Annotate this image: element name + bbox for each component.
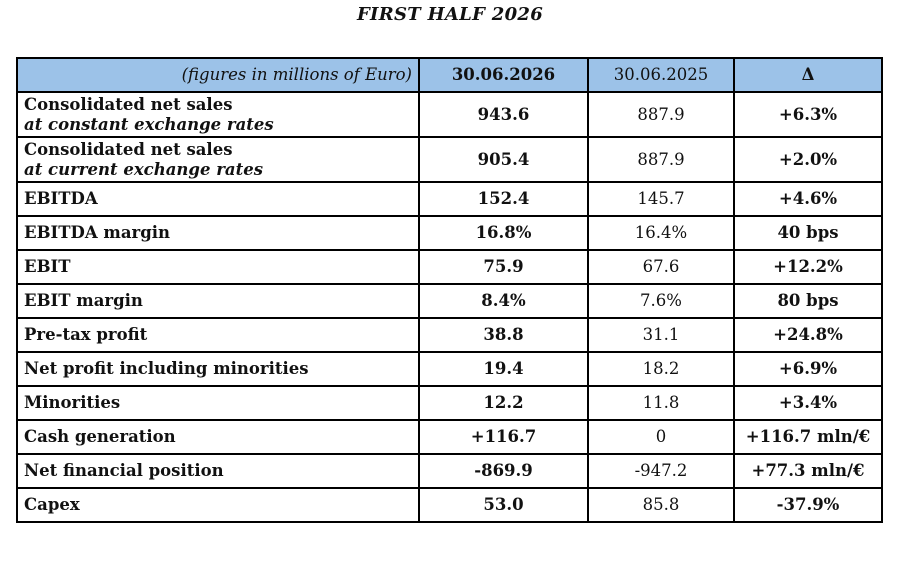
- table-row: EBITDA 152.4 145.7 +4.6%: [16, 181, 883, 217]
- delta-value: +3.4%: [733, 385, 883, 421]
- prior-value: 887.9: [587, 91, 735, 138]
- row-label: Minorities: [16, 385, 420, 421]
- current-value: 8.4%: [418, 283, 589, 319]
- row-label: Consolidated net sales at constant exchan…: [16, 91, 420, 138]
- table-row: Minorities 12.2 11.8 +3.4%: [16, 385, 883, 421]
- delta-header: Δ: [733, 57, 883, 93]
- row-label: Pre-tax profit: [16, 317, 420, 353]
- row-label: Cash generation: [16, 419, 420, 455]
- prior-value: 7.6%: [587, 283, 735, 319]
- delta-value: -37.9%: [733, 487, 883, 523]
- current-value: -869.9: [418, 453, 589, 489]
- table-row: Net profit including minorities 19.4 18.…: [16, 351, 883, 387]
- table-row: EBIT margin 8.4% 7.6% 80 bps: [16, 283, 883, 319]
- table-row: Cash generation +116.7 0 +116.7 mln/€: [16, 419, 883, 455]
- prior-period-header: 30.06.2025: [587, 57, 735, 93]
- delta-value: +12.2%: [733, 249, 883, 285]
- delta-value: +2.0%: [733, 136, 883, 183]
- delta-value: 40 bps: [733, 215, 883, 251]
- current-value: 75.9: [418, 249, 589, 285]
- delta-value: +77.3 mln/€: [733, 453, 883, 489]
- table-row: Capex 53.0 85.8 -37.9%: [16, 487, 883, 523]
- row-label: Capex: [16, 487, 420, 523]
- delta-value: +6.9%: [733, 351, 883, 387]
- current-value: +116.7: [418, 419, 589, 455]
- current-value: 12.2: [418, 385, 589, 421]
- current-value: 19.4: [418, 351, 589, 387]
- prior-value: 67.6: [587, 249, 735, 285]
- prior-value: 31.1: [587, 317, 735, 353]
- table-row: Pre-tax profit 38.8 31.1 +24.8%: [16, 317, 883, 353]
- table-row: Net financial position -869.9 -947.2 +77…: [16, 453, 883, 489]
- current-value: 16.8%: [418, 215, 589, 251]
- table-row: EBIT 75.9 67.6 +12.2%: [16, 249, 883, 285]
- unit-header: (figures in millions of Euro): [16, 57, 420, 93]
- row-label: Net profit including minorities: [16, 351, 420, 387]
- prior-value: 85.8: [587, 487, 735, 523]
- delta-value: +4.6%: [733, 181, 883, 217]
- document-title: FIRST HALF 2026: [356, 4, 544, 25]
- row-label-sub: at constant exchange rates: [24, 114, 274, 134]
- current-value: 905.4: [418, 136, 589, 183]
- row-label-main: Consolidated net sales: [24, 139, 233, 159]
- prior-value: 0: [587, 419, 735, 455]
- results-table: (figures in millions of Euro) 30.06.2026…: [16, 57, 883, 523]
- delta-value: +116.7 mln/€: [733, 419, 883, 455]
- prior-value: 16.4%: [587, 215, 735, 251]
- row-label: Net financial position: [16, 453, 420, 489]
- prior-value: -947.2: [587, 453, 735, 489]
- row-label-main: Consolidated net sales: [24, 94, 233, 114]
- current-value: 38.8: [418, 317, 589, 353]
- current-value: 53.0: [418, 487, 589, 523]
- current-value: 943.6: [418, 91, 589, 138]
- delta-value: +6.3%: [733, 91, 883, 138]
- row-label: EBIT: [16, 249, 420, 285]
- table-row: Consolidated net sales at current exchang…: [16, 136, 883, 183]
- prior-value: 887.9: [587, 136, 735, 183]
- row-label: EBITDA margin: [16, 215, 420, 251]
- current-period-header: 30.06.2026: [418, 57, 589, 93]
- delta-value: +24.8%: [733, 317, 883, 353]
- header-row: (figures in millions of Euro) 30.06.2026…: [16, 57, 883, 93]
- delta-value: 80 bps: [733, 283, 883, 319]
- row-label: Consolidated net sales at current exchang…: [16, 136, 420, 183]
- current-value: 152.4: [418, 181, 589, 217]
- table-row: EBITDA margin 16.8% 16.4% 40 bps: [16, 215, 883, 251]
- prior-value: 11.8: [587, 385, 735, 421]
- row-label: EBIT margin: [16, 283, 420, 319]
- row-label: EBITDA: [16, 181, 420, 217]
- prior-value: 145.7: [587, 181, 735, 217]
- row-label-sub: at current exchange rates: [24, 159, 263, 179]
- prior-value: 18.2: [587, 351, 735, 387]
- table-row: Consolidated net sales at constant exchan…: [16, 91, 883, 138]
